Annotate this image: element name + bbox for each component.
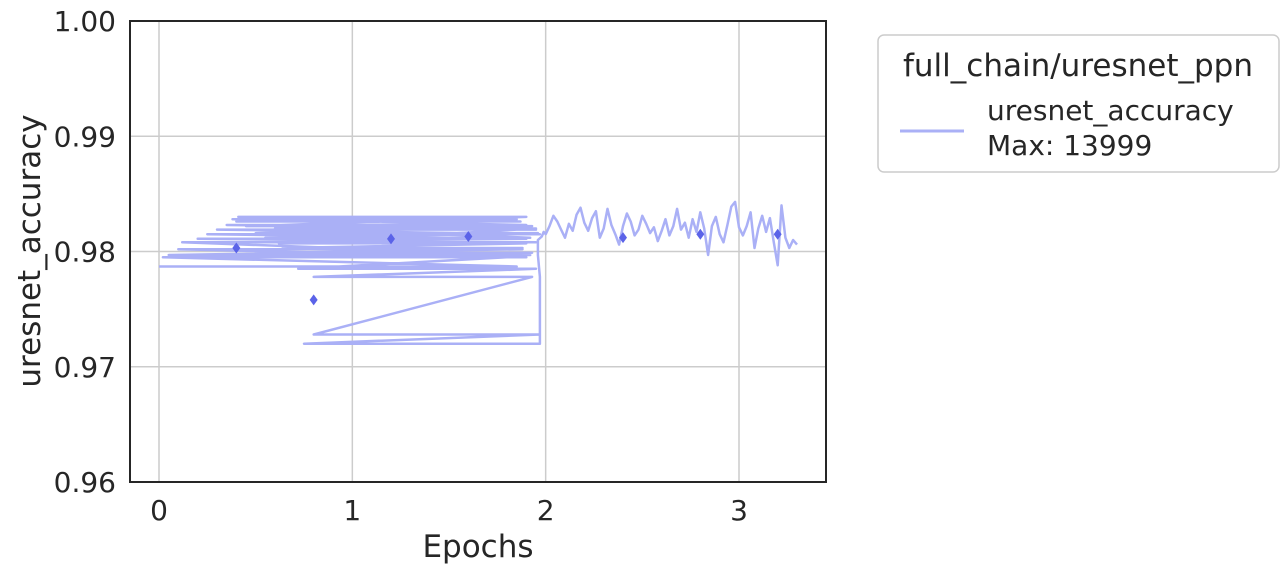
data-point-marker — [619, 232, 627, 244]
y-tick-label: 0.98 — [54, 236, 116, 269]
data-point-marker — [773, 228, 782, 240]
series-layer — [159, 200, 798, 345]
tick-labels: 0 1 2 3 0.96 0.97 0.98 0.99 1.00 — [54, 5, 748, 527]
legend-box — [877, 34, 1280, 173]
plot-frame — [129, 20, 827, 483]
data-point-marker — [464, 231, 473, 243]
data-point-marker — [387, 233, 395, 245]
x-tick-label: 0 — [150, 494, 168, 527]
y-axis-label: uresnet_accuracy — [12, 114, 48, 387]
legend-entry-line2: Max: 13999 — [987, 129, 1152, 162]
series-line-uresnet-accuracy — [159, 200, 798, 345]
legend: full_chain/uresnet_ppn uresnet_accuracy … — [877, 34, 1280, 173]
y-tick-label: 0.97 — [54, 351, 116, 384]
x-axis-label: Epochs — [422, 529, 533, 565]
data-point-marker — [309, 294, 318, 306]
y-tick-label: 0.96 — [54, 466, 116, 499]
x-tick-label: 1 — [343, 494, 361, 527]
y-tick-label: 0.99 — [54, 120, 116, 153]
x-tick-label: 2 — [537, 494, 555, 527]
data-point-marker — [696, 228, 705, 240]
legend-entry-line1: uresnet_accuracy — [987, 94, 1234, 127]
legend-title: full_chain/uresnet_ppn — [903, 48, 1253, 84]
y-tick-label: 1.00 — [54, 5, 116, 38]
data-point-marker — [232, 242, 241, 254]
x-tick-label: 3 — [730, 494, 748, 527]
